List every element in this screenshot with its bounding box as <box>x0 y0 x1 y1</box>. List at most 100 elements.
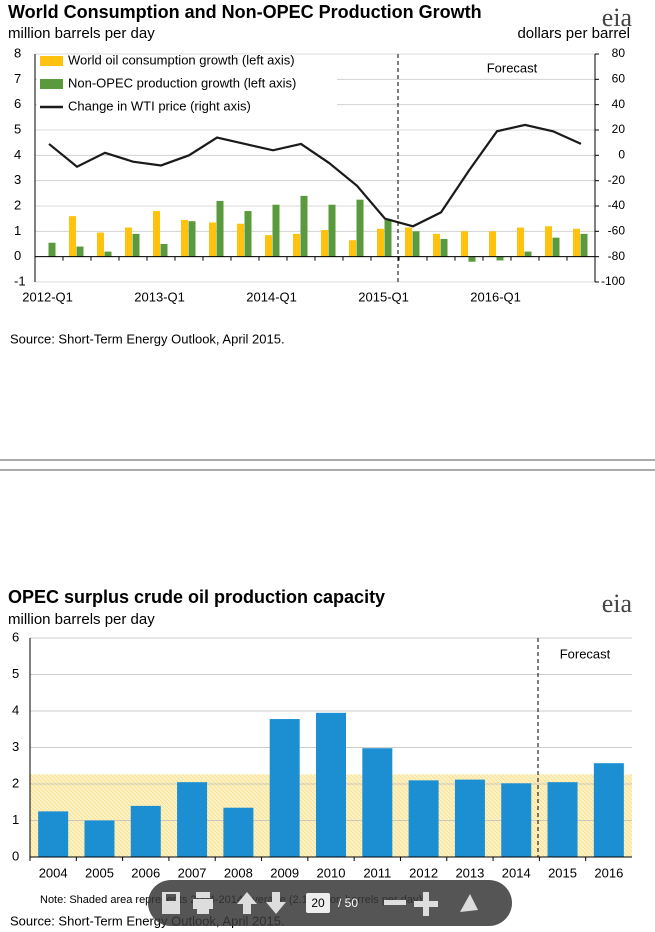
y2-tick-label: 40 <box>612 97 626 111</box>
bar <box>501 783 531 857</box>
pdf-toolbar[interactable]: 20 / 50 <box>148 880 512 926</box>
x-tick-label: 2007 <box>178 865 207 880</box>
forecast-label: Forecast <box>487 60 538 75</box>
y-tick-label: -1 <box>14 273 26 288</box>
y-tick-label: 4 <box>14 147 21 162</box>
bar <box>405 228 412 257</box>
bar <box>97 233 104 257</box>
page-number: 20 <box>311 896 325 910</box>
bar <box>77 247 84 257</box>
x-tick-label: 2014 <box>502 865 531 880</box>
y-tick-label: 5 <box>12 666 19 681</box>
x-tick-label: 2004 <box>39 865 68 880</box>
y2-tick-label: 60 <box>612 72 626 86</box>
y2-tick-label: -80 <box>608 249 626 263</box>
bar <box>273 205 280 257</box>
bar <box>223 808 253 857</box>
legend-label: Change in WTI price (right axis) <box>68 98 251 113</box>
y-tick-label: 2 <box>14 197 21 212</box>
bar <box>469 257 476 262</box>
bar <box>573 229 580 257</box>
bar <box>125 228 132 257</box>
bar <box>357 200 364 257</box>
bar <box>497 257 504 261</box>
bar <box>525 252 532 257</box>
bar <box>377 229 384 257</box>
logo: eia <box>602 589 633 618</box>
bar <box>177 782 207 857</box>
bar <box>105 252 112 257</box>
y2-tick-label: -60 <box>608 224 626 238</box>
bar <box>441 239 448 257</box>
y2-axis-label: dollars per barrel <box>517 25 630 42</box>
page-count: / 50 <box>338 896 358 910</box>
bar <box>161 244 168 257</box>
x-tick-label: 2012 <box>409 865 438 880</box>
chart-title: OPEC surplus crude oil production capaci… <box>8 587 385 607</box>
bar <box>455 780 485 857</box>
x-tick-label: 2008 <box>224 865 253 880</box>
forecast-label: Forecast <box>560 646 611 661</box>
bar <box>209 222 216 256</box>
bar <box>321 230 328 257</box>
x-tick-label: 2015 <box>548 865 577 880</box>
x-tick-label: 2014-Q1 <box>246 289 297 304</box>
bar <box>433 234 440 257</box>
bar <box>517 228 524 257</box>
y2-tick-label: -40 <box>608 198 626 212</box>
bar <box>316 713 346 857</box>
zoom-out-button[interactable] <box>384 900 406 905</box>
bar <box>131 806 161 857</box>
chart-title: World Consumption and Non-OPEC Productio… <box>8 2 482 22</box>
y-axis-label: million barrels per day <box>8 25 155 42</box>
bar <box>153 211 160 257</box>
x-tick-label: 2016 <box>594 865 623 880</box>
x-tick-label: 2009 <box>270 865 299 880</box>
x-tick-label: 2015-Q1 <box>358 289 409 304</box>
y-tick-label: 6 <box>12 629 19 644</box>
y-tick-label: 0 <box>14 248 21 263</box>
bar <box>84 821 114 858</box>
y-tick-label: 6 <box>14 96 21 111</box>
bar <box>489 231 496 256</box>
x-tick-label: 2012-Q1 <box>22 289 73 304</box>
y-tick-label: 3 <box>12 739 19 754</box>
bar <box>461 231 468 256</box>
legend-label: World oil consumption growth (left axis) <box>68 52 295 67</box>
x-tick-label: 2013 <box>455 865 484 880</box>
bar <box>301 196 308 257</box>
bar <box>265 235 272 257</box>
y-tick-label: 4 <box>12 702 19 717</box>
bar <box>237 224 244 257</box>
y-axis-label: million barrels per day <box>8 611 155 628</box>
bar <box>133 234 140 257</box>
x-tick-label: 2010 <box>317 865 346 880</box>
bar <box>594 763 624 857</box>
bar <box>581 234 588 257</box>
y-tick-label: 1 <box>12 812 19 827</box>
bar <box>49 243 56 257</box>
y2-tick-label: 20 <box>612 122 626 136</box>
y2-tick-label: -20 <box>608 173 626 187</box>
y-tick-label: 1 <box>14 223 21 238</box>
y2-tick-label: -100 <box>601 274 625 288</box>
y-tick-label: 7 <box>14 71 21 86</box>
y2-tick-label: 0 <box>618 148 625 162</box>
bar <box>293 234 300 257</box>
bar <box>349 240 356 256</box>
bar <box>189 221 196 256</box>
y-tick-label: 0 <box>12 848 19 863</box>
bar <box>362 748 392 857</box>
bar <box>553 238 560 257</box>
bar <box>38 811 68 857</box>
bar <box>270 719 300 857</box>
x-tick-label: 2005 <box>85 865 114 880</box>
bar <box>181 220 188 257</box>
bar <box>329 205 336 257</box>
y-tick-label: 2 <box>12 775 19 790</box>
bar <box>245 211 252 257</box>
bar <box>385 220 392 257</box>
legend-label: Non-OPEC production growth (left axis) <box>68 75 296 90</box>
source: Source: Short-Term Energy Outlook, April… <box>10 331 285 346</box>
